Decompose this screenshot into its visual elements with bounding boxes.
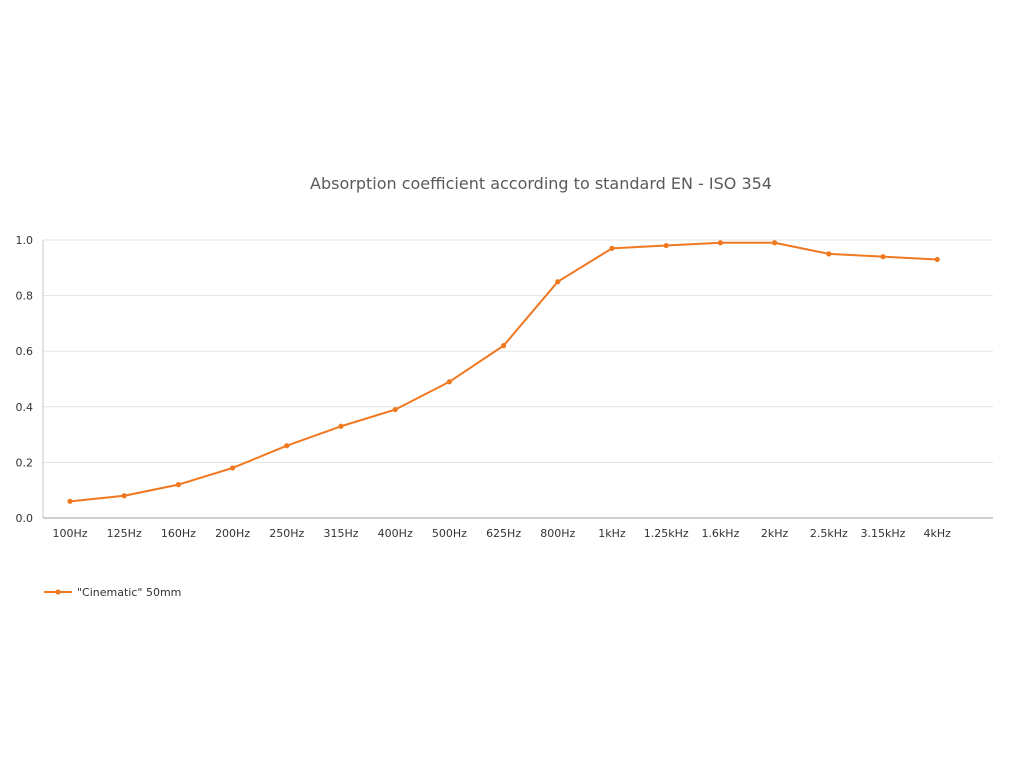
data-point: [175, 482, 181, 488]
x-tick-label: 400Hz: [378, 527, 413, 540]
x-tick-label: 1kHz: [598, 527, 626, 540]
x-tick-label: 160Hz: [161, 527, 196, 540]
x-tick-label: 800Hz: [540, 527, 575, 540]
data-point: [121, 493, 127, 499]
x-tick-label: 1.25kHz: [644, 527, 689, 540]
x-tick-label: 250Hz: [269, 527, 304, 540]
data-point: [880, 254, 886, 260]
data-point: [663, 242, 669, 249]
data-point: [284, 443, 290, 449]
x-tick-label: 2.5kHz: [810, 527, 848, 540]
y-tick-label: 0.2: [16, 456, 34, 469]
data-points: [67, 240, 940, 504]
x-tick-label: 315Hz: [323, 527, 358, 540]
x-tick-label: 2kHz: [761, 527, 789, 540]
data-point: [717, 240, 724, 246]
y-tick-label: 0.6: [16, 345, 34, 358]
legend[interactable]: "Cinematic" 50mm: [44, 586, 181, 599]
x-tick-label: 125Hz: [107, 527, 142, 540]
y-tick-label: 1.0: [16, 234, 34, 247]
data-point: [826, 251, 832, 257]
x-tick-label: 625Hz: [486, 527, 521, 540]
data-point: [67, 498, 73, 504]
x-tick-label: 200Hz: [215, 527, 250, 540]
x-axis-tick-labels: 100Hz 125Hz 160Hz 200Hz 250Hz 315Hz 400Hz 500Hz…: [52, 527, 951, 540]
legend-label[interactable]: "Cinematic" 50mm: [77, 586, 181, 599]
x-tick-label: 1.6kHz: [701, 527, 739, 540]
x-tick-label: 500Hz: [432, 527, 467, 540]
data-point: [446, 379, 452, 385]
data-point: [392, 406, 398, 413]
data-point: [772, 240, 778, 246]
chart-title: Absorption coefficient according to stan…: [310, 174, 772, 193]
legend-swatch-marker: [55, 589, 61, 595]
data-point: [338, 423, 344, 429]
data-point: [501, 343, 507, 349]
y-tick-label: 0.4: [16, 401, 34, 414]
data-point: [555, 279, 561, 285]
data-point: [934, 256, 940, 263]
grid-lines: [43, 239, 993, 463]
y-axis-tick-labels: 0.0 0.2 0.4 0.6 0.8 1.0: [16, 234, 34, 525]
data-point: [609, 245, 615, 251]
x-tick-label: 3.15kHz: [861, 527, 906, 540]
y-tick-label: 0.8: [16, 290, 34, 303]
x-tick-label: 100Hz: [52, 527, 87, 540]
data-point: [230, 465, 236, 471]
y-tick-label: 0.0: [16, 512, 34, 525]
x-tick-label: 4kHz: [923, 527, 951, 540]
axes: [42, 240, 993, 519]
